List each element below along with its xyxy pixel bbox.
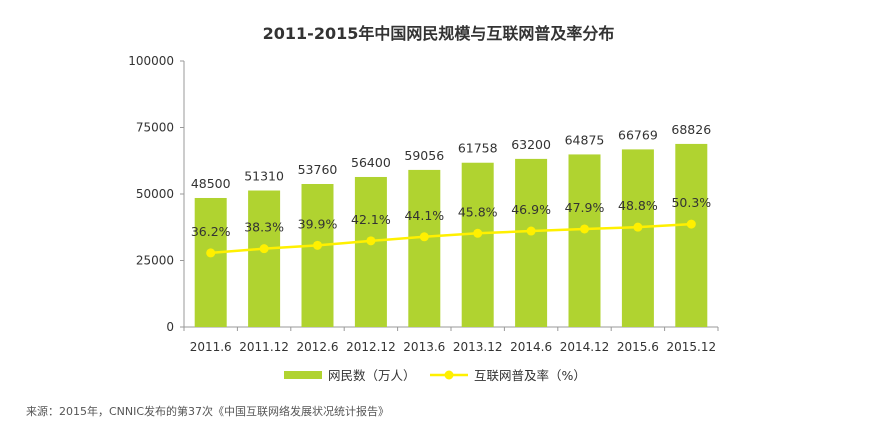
bar-value-label: 64875 <box>565 132 605 147</box>
rate-polyline <box>210 222 692 255</box>
x-tick-label: 2013.6 <box>403 340 445 354</box>
x-tick-label: 2011.12 <box>239 340 289 354</box>
rate-value-label: 45.8% <box>458 204 498 219</box>
bar-value-label: 53760 <box>298 162 338 177</box>
rate-value-label: 36.2% <box>191 224 231 239</box>
bar-value-label: 56400 <box>351 155 391 170</box>
x-axis: 2011.6 2011.12 2012.6 2012.12 2013.6 2013.12 2… <box>183 326 719 354</box>
bar-value-label: 48500 <box>191 176 231 191</box>
bar <box>621 149 654 327</box>
x-tick-label: 2015.12 <box>666 340 716 354</box>
bar <box>515 158 548 327</box>
rate-line <box>206 219 696 258</box>
y-tick-label: 50000 <box>136 187 174 201</box>
bar-value-label: 63200 <box>511 137 551 152</box>
chart-title: 2011-2015年中国网民规模与互联网普及率分布 <box>262 24 615 43</box>
bar <box>461 162 494 327</box>
rate-value-label: 38.3% <box>244 220 284 235</box>
x-tick-label: 2014.6 <box>510 340 552 354</box>
bar <box>354 176 387 327</box>
x-tick-label: 2012.12 <box>346 340 396 354</box>
rate-value-label: 47.9% <box>565 200 605 215</box>
rate-value-label: 39.9% <box>298 216 338 231</box>
rate-value-label: 48.8% <box>618 198 658 213</box>
rate-point <box>526 226 536 236</box>
rate-point <box>313 240 322 250</box>
rate-value-label: 50.3% <box>671 195 711 210</box>
legend-line-marker <box>444 370 454 380</box>
bar-value-label: 68826 <box>671 122 711 137</box>
rate-value-label: 46.9% <box>511 202 551 217</box>
bar <box>408 169 441 327</box>
x-tick-label: 2012.6 <box>297 340 339 354</box>
bar-labels: 48500 51310 53760 56400 59056 61758 63200 64875… <box>191 122 711 191</box>
bar-value-label: 59056 <box>404 148 444 163</box>
bars <box>194 143 708 327</box>
rate-point <box>686 219 696 229</box>
rate-point <box>633 222 643 232</box>
rate-point <box>419 232 429 242</box>
rate-point <box>366 236 376 246</box>
source-note: 来源：2015年，CNNIC发布的第37次《中国互联网络发展状况统计报告》 <box>26 405 390 418</box>
y-axis: 0 25000 50000 75000 100000 <box>128 54 185 334</box>
rate-point <box>259 244 269 254</box>
rate-point <box>206 248 216 258</box>
bar <box>248 190 281 327</box>
legend-bar-label: 网民数（万人） <box>328 368 416 383</box>
x-tick-label: 2014.12 <box>560 340 610 354</box>
y-tick-label: 25000 <box>136 254 174 268</box>
bar-value-label: 51310 <box>244 169 284 184</box>
bar <box>194 197 227 327</box>
legend: 网民数（万人） 互联网普及率（%） <box>284 368 586 383</box>
legend-bar-swatch <box>284 371 322 379</box>
x-tick-label: 2015.6 <box>617 340 659 354</box>
bar <box>568 154 601 327</box>
rate-point <box>473 228 483 238</box>
bar-value-label: 61758 <box>458 141 498 156</box>
rate-point <box>580 224 589 234</box>
rate-labels: 36.2% 38.3% 39.9% 42.1% 44.1% 45.8% 46.9% 47.9%… <box>191 195 711 239</box>
x-tick-label: 2011.6 <box>190 340 232 354</box>
bar-value-label: 66769 <box>618 127 658 142</box>
bar <box>301 183 334 327</box>
y-tick-label: 75000 <box>136 121 174 135</box>
legend-line-label: 互联网普及率（%） <box>474 368 586 383</box>
rate-value-label: 42.1% <box>351 212 391 227</box>
bar <box>675 143 708 327</box>
x-tick-label: 2013.12 <box>453 340 503 354</box>
y-tick-label: 0 <box>166 320 174 334</box>
rate-value-label: 44.1% <box>404 208 444 223</box>
y-tick-label: 100000 <box>128 54 174 68</box>
